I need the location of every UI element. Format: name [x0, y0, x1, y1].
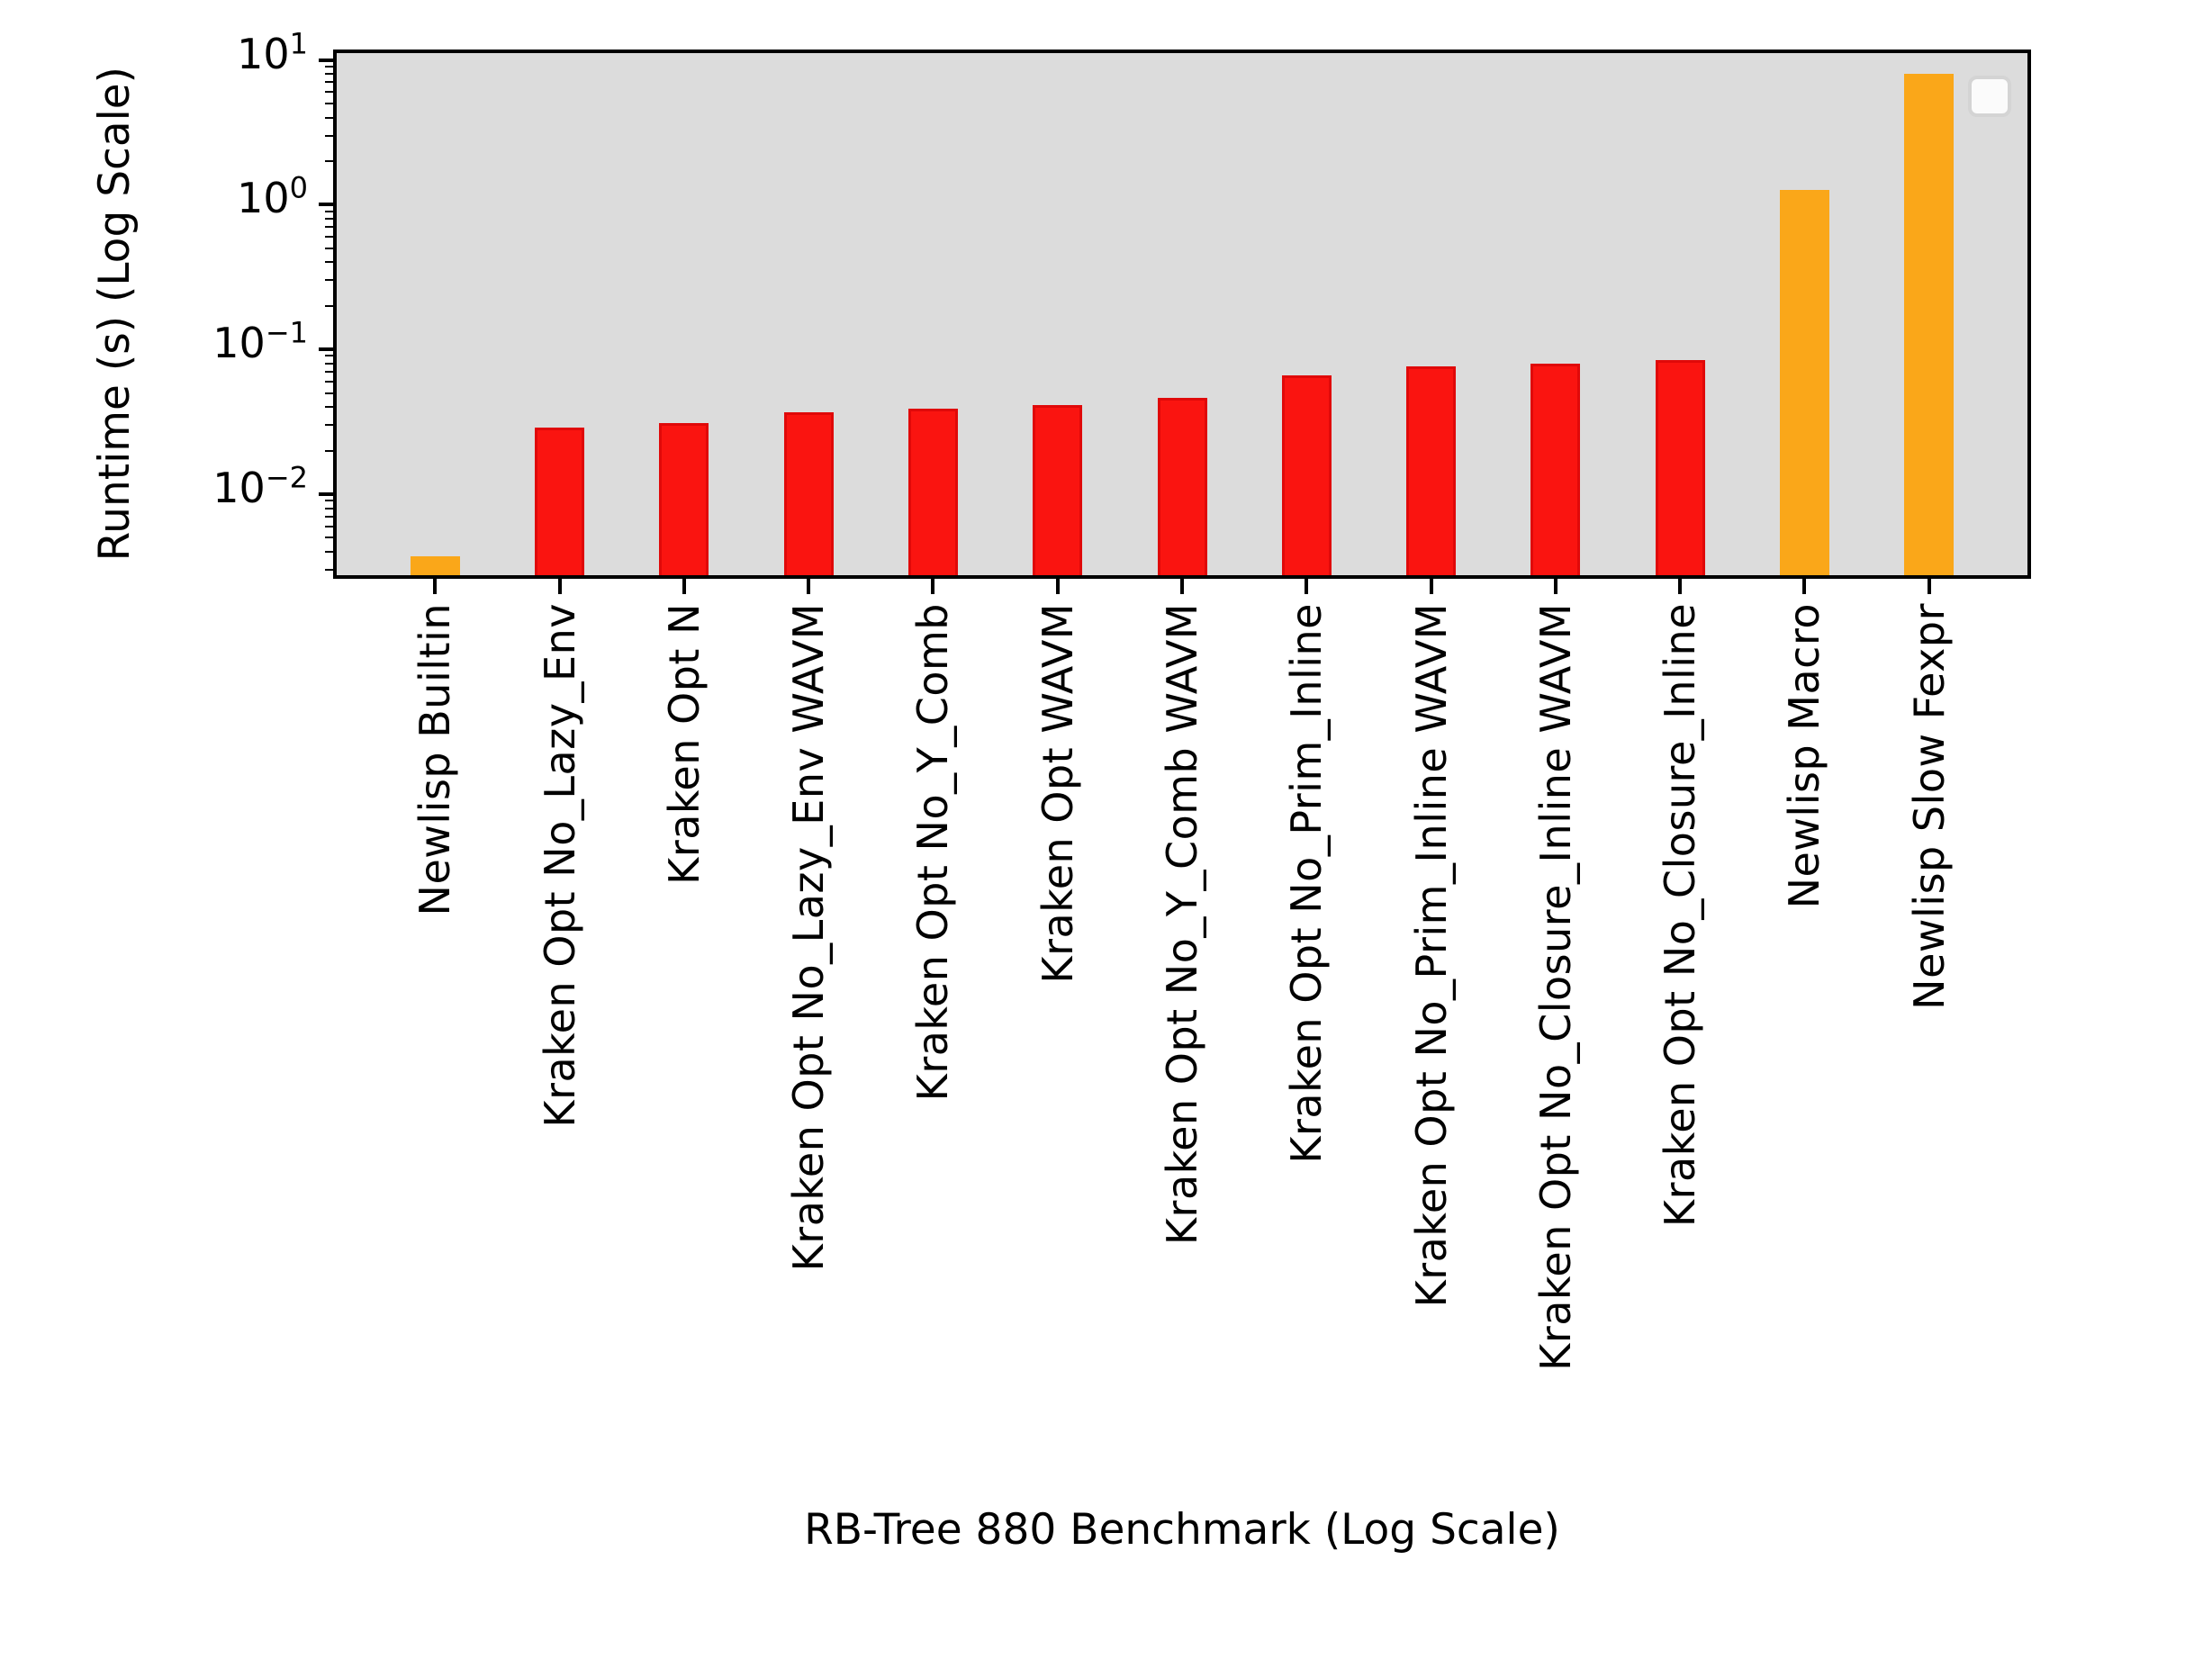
- x-major-tick: [682, 579, 686, 594]
- y-minor-tick: [325, 73, 333, 75]
- x-axis-title: RB-Tree 880 Benchmark (Log Scale): [804, 1505, 1560, 1555]
- y-minor-tick: [325, 81, 333, 83]
- y-minor-tick: [325, 392, 333, 394]
- y-minor-tick: [325, 135, 333, 137]
- y-major-tick: [319, 203, 333, 206]
- y-minor-tick: [325, 91, 333, 93]
- y-minor-tick: [325, 508, 333, 509]
- x-major-tick: [558, 579, 562, 594]
- x-major-tick: [1056, 579, 1060, 594]
- y-tick-label: 10−1: [212, 315, 308, 367]
- y-minor-tick: [325, 117, 333, 119]
- x-major-tick: [1802, 579, 1806, 594]
- y-minor-tick: [325, 211, 333, 212]
- bar-newlisp-macro: [1780, 190, 1829, 575]
- bar-kraken-opt-no-closure-inline: [1656, 360, 1705, 575]
- y-minor-tick: [325, 450, 333, 452]
- x-tick-label: Kraken Opt No_Closure_Inline: [1656, 603, 1704, 1228]
- bar-newlisp-builtin: [411, 556, 460, 575]
- bar-kraken-opt-no-prim-inline: [1282, 375, 1332, 575]
- y-minor-tick: [325, 248, 333, 249]
- y-major-tick: [319, 59, 333, 62]
- y-minor-tick: [325, 236, 333, 238]
- y-minor-tick: [325, 526, 333, 527]
- bar-kraken-opt-wavm: [1033, 405, 1082, 575]
- x-tick-label: Kraken Opt No_Y_Comb: [908, 603, 957, 1102]
- y-minor-tick: [325, 371, 333, 373]
- x-major-tick: [1180, 579, 1184, 594]
- y-axis-title: Runtime (s) (Log Scale): [90, 67, 140, 562]
- y-minor-tick: [325, 406, 333, 408]
- bar-newlisp-slow-fexpr: [1904, 74, 1954, 575]
- x-major-tick: [1928, 579, 1931, 594]
- y-minor-tick: [325, 66, 333, 68]
- y-tick-label: 101: [237, 26, 308, 78]
- x-tick-label: Kraken Opt N: [660, 603, 709, 885]
- y-tick-label: 100: [237, 170, 308, 222]
- y-minor-tick: [325, 363, 333, 365]
- x-major-tick: [1554, 579, 1557, 594]
- y-minor-tick: [325, 160, 333, 162]
- y-minor-tick: [325, 103, 333, 104]
- bar-kraken-opt-no-y-comb-wavm: [1158, 398, 1207, 575]
- x-tick-label: Kraken Opt WAVM: [1034, 603, 1082, 984]
- x-major-tick: [1305, 579, 1308, 594]
- y-minor-tick: [325, 261, 333, 263]
- bar-kraken-opt-no-lazy-env-wavm: [784, 412, 834, 575]
- x-tick-label: Newlisp Macro: [1780, 603, 1828, 909]
- y-major-tick: [319, 492, 333, 496]
- x-major-tick: [433, 579, 437, 594]
- x-tick-label: Kraken Opt No_Prim_Inline WAVM: [1407, 603, 1456, 1308]
- x-tick-label: Kraken Opt No_Lazy_Env: [536, 603, 584, 1128]
- bar-kraken-opt-n: [659, 423, 709, 575]
- x-major-tick: [1430, 579, 1433, 594]
- x-tick-label: Kraken Opt No_Prim_Inline: [1282, 603, 1331, 1164]
- y-minor-tick: [325, 424, 333, 426]
- y-minor-tick: [325, 355, 333, 356]
- y-tick-label: 10−2: [212, 460, 308, 512]
- y-minor-tick: [325, 569, 333, 571]
- x-major-tick: [1678, 579, 1682, 594]
- x-major-tick: [807, 579, 810, 594]
- bar-kraken-opt-no-prim-inline-wavm: [1406, 366, 1456, 575]
- y-minor-tick: [325, 536, 333, 538]
- y-minor-tick: [325, 226, 333, 228]
- y-minor-tick: [325, 305, 333, 307]
- y-minor-tick: [325, 381, 333, 383]
- x-major-tick: [931, 579, 934, 594]
- y-axis-title-wrap: Runtime (s) (Log Scale): [90, 50, 140, 579]
- x-tick-label: Newlisp Slow Fexpr: [1905, 603, 1954, 1010]
- bar-kraken-opt-no-closure-inline-wavm: [1530, 364, 1580, 575]
- y-major-tick: [319, 347, 333, 351]
- x-tick-label: Kraken Opt No_Lazy_Env WAVM: [784, 603, 833, 1272]
- y-minor-tick: [325, 551, 333, 553]
- y-minor-tick: [325, 516, 333, 518]
- bar-kraken-opt-no-lazy-env: [535, 428, 584, 575]
- legend-box: [1968, 76, 2011, 117]
- x-tick-label: Kraken Opt No_Closure_Inline WAVM: [1531, 603, 1580, 1371]
- bar-kraken-opt-no-y-comb: [908, 409, 958, 575]
- x-tick-label: Kraken Opt No_Y_Comb WAVM: [1158, 603, 1206, 1246]
- y-minor-tick: [325, 218, 333, 220]
- y-minor-tick: [325, 279, 333, 281]
- x-tick-label: Newlisp Builtin: [411, 603, 459, 916]
- y-minor-tick: [325, 500, 333, 501]
